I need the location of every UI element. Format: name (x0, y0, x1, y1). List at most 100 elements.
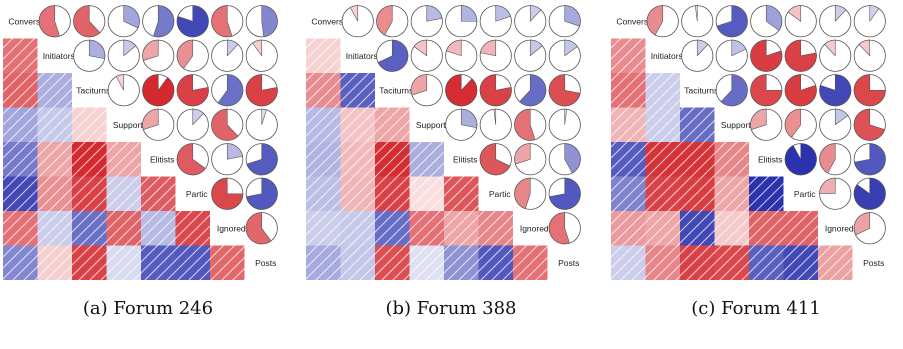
correlation-pie-slice (445, 74, 478, 107)
correlation-pie-slice (426, 5, 443, 22)
variable-label: Elitists (150, 154, 175, 164)
variable-label: Taciturns (379, 85, 413, 95)
correlation-pie-slice (410, 74, 428, 96)
variable-label: Elitists (453, 154, 478, 164)
correlation-pie-slice (176, 5, 209, 38)
variable-label: Posts (558, 258, 579, 268)
correlation-pie-slice (514, 177, 531, 210)
correlation-square-hatch (72, 211, 107, 246)
correlation-pie-slice (514, 108, 536, 141)
correlation-square-hatch (306, 211, 341, 246)
correlation-square-hatch (478, 245, 513, 280)
correlation-pie-slice (787, 5, 802, 22)
correlation-pie-slice (246, 143, 278, 176)
correlation-pie-slice (226, 39, 239, 57)
correlation-pie-slice (226, 143, 243, 160)
correlation-pie-slice (142, 74, 175, 107)
correlogram-panel: Convers Initiators Taciturns Support Elitist… (306, 4, 596, 282)
correlation-square-hatch (37, 107, 72, 142)
variable-label: Ignored (217, 223, 246, 233)
correlation-square-hatch (37, 176, 72, 211)
correlation-square-hatch (714, 176, 749, 211)
correlation-pie-slice (720, 74, 748, 107)
correlation-square-hatch (306, 142, 341, 177)
correlation-square-hatch (3, 73, 38, 108)
correlation-square-hatch (37, 245, 72, 280)
correlation-pie-slice (480, 39, 497, 57)
correlation-square-hatch (409, 245, 444, 280)
variable-label: Convers (311, 16, 343, 26)
correlation-pie-slice (211, 108, 239, 141)
correlation-pie-slice (784, 74, 817, 107)
correlation-square-hatch (680, 176, 715, 211)
correlation-pie-slice (115, 74, 125, 91)
correlation-pie-slice (784, 39, 817, 72)
correlation-square-hatch (611, 176, 646, 211)
correlation-square-hatch (645, 107, 680, 142)
correlation-pie-slice (123, 5, 140, 29)
correlation-square-hatch (409, 211, 444, 246)
correlation-pie-slice (88, 39, 106, 60)
variable-label: Partic (489, 189, 511, 199)
correlation-pie-slice (142, 108, 159, 130)
correlation-pie-slice (549, 177, 581, 210)
correlation-pie-slice (217, 74, 244, 107)
correlation-pie-slice (564, 39, 578, 57)
correlation-pie-slice (211, 5, 233, 38)
correlation-square-hatch (37, 211, 72, 246)
correlation-square-hatch (645, 176, 680, 211)
correlation-pie-slice (192, 108, 204, 126)
correlation-square-hatch (611, 245, 646, 280)
correlation-square-hatch (340, 176, 375, 211)
correlation-pie-slice (413, 39, 428, 57)
correlogram-svg: Convers Initiators Taciturns Support Elitist… (611, 5, 886, 280)
correlation-square-hatch (340, 73, 375, 108)
correlation-square-hatch (611, 38, 646, 73)
variable-label: Taciturns (684, 85, 718, 95)
correlation-pie-slice (376, 5, 393, 36)
correlogram-panel: Convers Initiators Taciturns Support Elitist… (3, 4, 293, 282)
correlation-square-hatch (478, 211, 513, 246)
correlation-square-hatch (306, 38, 341, 73)
correlation-square-hatch (645, 142, 680, 177)
correlation-pie-slice (548, 212, 570, 245)
variable-label: Convers (8, 16, 40, 26)
correlation-pie-slice (176, 143, 206, 176)
correlation-square-hatch (680, 107, 715, 142)
correlation-square-hatch (340, 245, 375, 280)
correlation-pie-slice (819, 143, 836, 174)
correlation-pie-slice (819, 177, 836, 195)
correlation-pie-slice (824, 39, 836, 57)
correlation-pie-slice (564, 5, 581, 27)
correlation-pie-slice (731, 39, 747, 57)
variable-label: Taciturns (76, 85, 110, 95)
correlation-square-hatch (306, 107, 341, 142)
correlogram-svg: Convers Initiators Taciturns Support Elitist… (306, 5, 581, 280)
correlation-square-hatch (306, 73, 341, 108)
correlation-square-hatch (210, 245, 245, 280)
panel-caption: (b) Forum 388 (385, 298, 517, 319)
correlation-square-hatch (749, 211, 784, 246)
correlation-pie-slice (495, 5, 512, 22)
correlation-square-hatch (714, 245, 749, 280)
correlation-pie-slice (479, 74, 512, 107)
correlation-pie-slice (853, 108, 886, 141)
correlation-square-hatch (611, 73, 646, 108)
variable-label: Support (721, 120, 751, 130)
correlation-square-hatch (783, 245, 818, 280)
correlation-square-hatch (611, 142, 646, 177)
correlation-pie-slice (564, 143, 581, 174)
correlation-square-hatch (37, 142, 72, 177)
correlation-square-hatch (680, 245, 715, 280)
correlation-pie-slice (245, 212, 272, 245)
correlation-pie-slice (853, 212, 871, 236)
correlation-square-hatch (106, 211, 141, 246)
variable-label: Posts (863, 258, 884, 268)
correlation-pie-slice (834, 108, 849, 126)
correlation-pie-slice (548, 74, 581, 107)
correlation-pie-slice (750, 39, 783, 72)
correlation-square-hatch (375, 142, 410, 177)
correlation-square-hatch (72, 245, 107, 280)
correlation-square-hatch (645, 73, 680, 108)
correlation-square-hatch (375, 107, 410, 142)
